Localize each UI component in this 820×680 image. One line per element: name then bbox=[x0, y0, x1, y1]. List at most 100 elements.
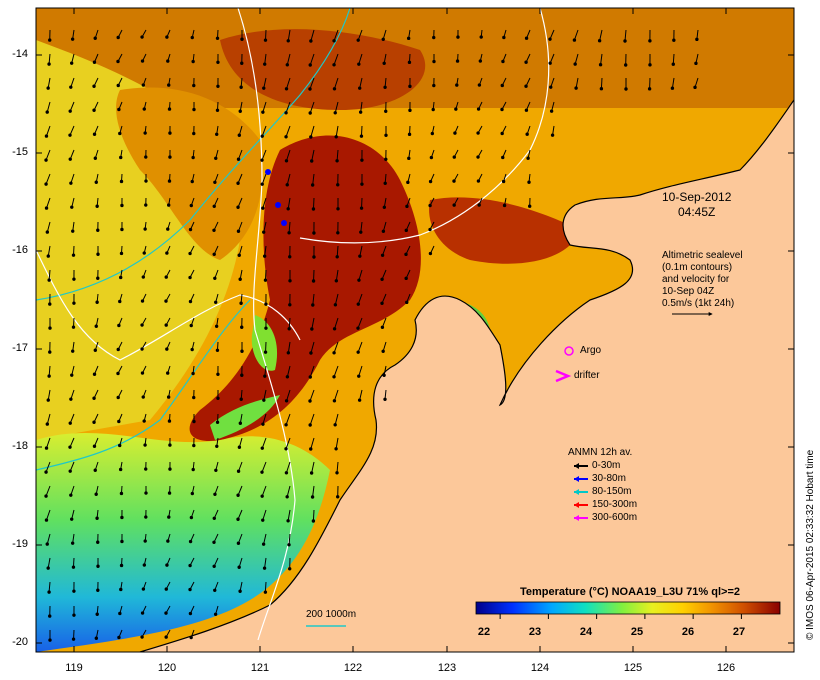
velocity-arrow-head bbox=[452, 179, 456, 183]
velocity-arrow-head bbox=[192, 107, 196, 112]
velocity-arrow-head bbox=[190, 35, 194, 40]
velocity-arrow-head bbox=[380, 253, 385, 257]
velocity-arrow-head bbox=[191, 155, 195, 160]
velocity-arrow-head bbox=[455, 59, 460, 63]
velocity-arrow bbox=[333, 29, 339, 41]
velocity-arrow-head bbox=[117, 635, 121, 640]
velocity-arrow bbox=[359, 77, 363, 89]
velocity-arrow bbox=[47, 557, 51, 569]
velocity-arrow-head bbox=[48, 326, 52, 330]
velocity-arrow-head bbox=[240, 325, 244, 329]
lon-tick: 123 bbox=[437, 662, 457, 674]
velocity-arrow-head bbox=[46, 398, 50, 402]
velocity-arrow-head bbox=[95, 204, 99, 208]
velocity-arrow-head bbox=[502, 203, 507, 208]
velocity-arrow-head bbox=[168, 443, 172, 447]
altimetry-note: 10-Sep 04Z bbox=[662, 286, 715, 297]
velocity-arrow-head bbox=[119, 179, 124, 184]
velocity-arrow-head bbox=[356, 38, 360, 42]
velocity-arrow bbox=[311, 149, 315, 162]
velocity-arrow-head bbox=[119, 587, 123, 592]
velocity-arrow bbox=[286, 149, 291, 161]
velocity-arrow bbox=[335, 437, 339, 449]
velocity-arrow-head bbox=[236, 469, 241, 473]
velocity-arrow-head bbox=[92, 396, 96, 400]
velocity-arrow-head bbox=[428, 179, 433, 184]
velocity-arrow-head bbox=[261, 518, 265, 522]
velocity-arrow bbox=[309, 53, 315, 66]
velocity-arrow-head bbox=[188, 587, 192, 592]
velocity-arrow-head bbox=[333, 423, 337, 427]
velocity-arrow-head bbox=[336, 183, 340, 187]
velocity-arrow-head bbox=[166, 59, 170, 63]
velocity-arrow-head bbox=[237, 253, 241, 257]
velocity-arrow bbox=[310, 341, 315, 354]
velocity-arrow bbox=[333, 365, 339, 377]
velocity-arrow-head bbox=[167, 491, 172, 495]
velocity-arrow-head bbox=[92, 132, 97, 136]
velocity-arrow-head bbox=[261, 422, 265, 426]
orange-mid-water bbox=[116, 87, 263, 260]
velocity-arrow-head bbox=[47, 62, 51, 66]
velocity-arrow-head bbox=[117, 107, 121, 112]
velocity-arrow-head bbox=[262, 254, 267, 258]
velocity-arrow-head bbox=[284, 87, 289, 91]
time-stamp: 04:45Z bbox=[678, 205, 716, 219]
velocity-arrow-head bbox=[48, 350, 52, 354]
velocity-arrow bbox=[285, 437, 291, 449]
velocity-arrow-head bbox=[260, 158, 264, 162]
velocity-arrow-head bbox=[260, 494, 264, 498]
velocity-arrow-head bbox=[284, 399, 289, 403]
velocity-arrow-head bbox=[598, 63, 603, 67]
velocity-arrow-head bbox=[261, 110, 265, 114]
legend-item: 0-30m bbox=[592, 460, 621, 471]
plot-frame bbox=[35, 7, 795, 653]
velocity-arrow bbox=[264, 557, 267, 569]
velocity-arrow-head bbox=[190, 347, 194, 352]
velocity-arrow-head bbox=[240, 373, 244, 377]
velocity-arrow-head bbox=[262, 398, 266, 402]
velocity-arrow-head bbox=[310, 159, 314, 163]
velocity-arrow-head bbox=[215, 444, 219, 449]
velocity-arrow-head bbox=[284, 135, 288, 139]
velocity-arrow-head bbox=[237, 133, 242, 137]
velocity-arrow-head bbox=[312, 255, 316, 259]
velocity-arrow-head bbox=[144, 179, 148, 183]
velocity-arrow-head bbox=[188, 611, 193, 616]
velocity-arrow-head bbox=[141, 83, 146, 87]
velocity-arrow-head bbox=[95, 300, 99, 304]
velocity-arrow-head bbox=[144, 491, 148, 495]
velocity-arrow-head bbox=[238, 277, 242, 281]
velocity-arrow bbox=[357, 341, 363, 353]
velocity-arrow-head bbox=[240, 349, 244, 353]
contour-legend: 200 1000m bbox=[306, 609, 357, 620]
cool-south-water bbox=[36, 432, 330, 652]
velocity-arrow-head bbox=[264, 302, 268, 306]
velocity-arrow-head bbox=[380, 277, 384, 281]
velocity-arrow-head bbox=[332, 327, 337, 331]
velocity-arrow-head bbox=[360, 158, 364, 162]
velocity-arrow-head bbox=[191, 467, 195, 472]
velocity-arrow-head bbox=[192, 443, 196, 448]
velocity-arrow-head bbox=[92, 60, 97, 64]
velocity-arrow-head bbox=[70, 541, 75, 545]
velocity-arrow-head bbox=[311, 279, 316, 283]
velocity-arrow-head bbox=[72, 277, 76, 281]
velocity-arrow-head bbox=[548, 61, 552, 65]
velocity-arrow-head bbox=[527, 204, 532, 208]
velocity-arrow-head bbox=[357, 278, 361, 282]
velocity-arrow-head bbox=[167, 107, 172, 111]
velocity-arrow bbox=[263, 389, 267, 401]
velocity-arrow-head bbox=[44, 470, 48, 474]
velocity-arrow-head bbox=[140, 371, 145, 375]
velocity-arrow-head bbox=[238, 421, 243, 425]
lat-tick: -19 bbox=[12, 538, 28, 550]
mooring-marker bbox=[275, 202, 281, 208]
velocity-arrow-head bbox=[188, 299, 193, 304]
isobath-1000m bbox=[36, 8, 550, 641]
velocity-arrow bbox=[599, 29, 603, 41]
velocity-arrow-head bbox=[382, 61, 386, 65]
velocity-arrow-head bbox=[358, 254, 362, 258]
velocity-arrow-head bbox=[119, 491, 124, 496]
velocity-arrow bbox=[287, 197, 291, 209]
